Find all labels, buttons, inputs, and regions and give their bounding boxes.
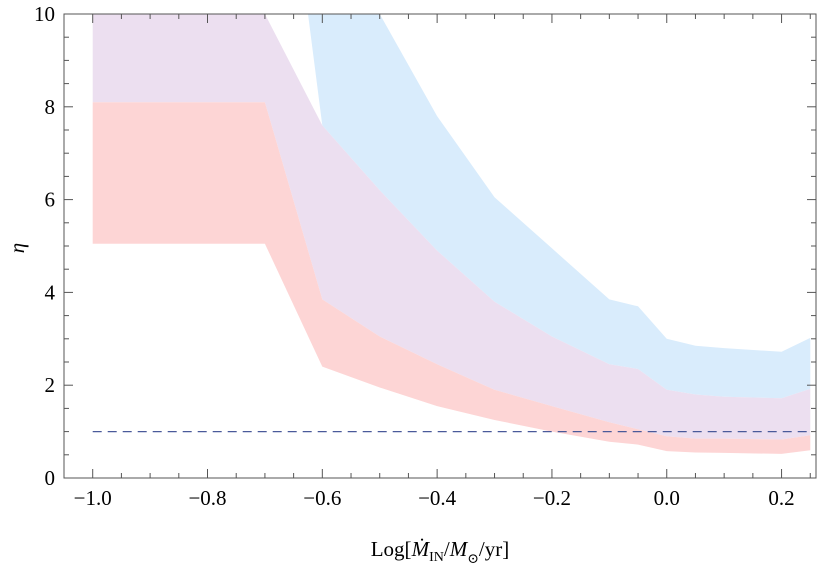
x-tick-label: −0.4 [418,486,457,510]
x-tick-label: −0.2 [533,486,571,510]
ticks-layer [63,13,816,479]
y-axis-title: η [5,243,29,253]
band-1 [308,14,811,399]
y-tick-label: 0 [45,466,56,490]
tick-labels-layer: −1.0 −0.8 −0.6 −0.4 −0.2 0.0 0.2 0 2 4 6 8 10 [34,2,795,510]
band-3 [92,102,811,454]
y-tick-label: 6 [45,188,56,212]
x-tick-label: −0.6 [303,486,341,510]
y-tick-label: 4 [45,280,56,304]
x-tick-label: 0.2 [768,486,794,510]
x-tick-label: −0.8 [188,486,226,510]
y-tick-label: 8 [45,95,56,119]
x-axis-title: Log[ṀIN/M⊙/yr] [371,537,510,567]
y-tick-label: 10 [34,2,55,26]
x-tick-label: −1.0 [74,486,112,510]
x-tick-label: 0.0 [654,486,680,510]
bands-layer [92,14,811,454]
y-tick-label: 2 [45,373,56,397]
band-2 [92,14,811,440]
